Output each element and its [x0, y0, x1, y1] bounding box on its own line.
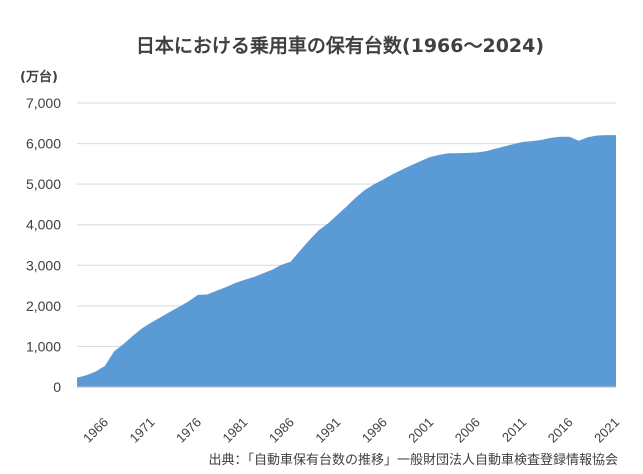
- x-tick-label: 1981: [219, 415, 250, 446]
- x-tick-label: 2001: [405, 415, 436, 446]
- y-tick-label: 3,000: [26, 257, 61, 273]
- y-tick-label: 7,000: [26, 95, 61, 111]
- y-tick-label: 1,000: [26, 338, 61, 354]
- y-tick-label: 0: [53, 379, 61, 395]
- y-tick-label: 4,000: [26, 217, 61, 233]
- y-axis-unit-label: (万台): [20, 69, 58, 85]
- y-tick-label: 2,000: [26, 298, 61, 314]
- y-tick-label: 5,000: [26, 176, 61, 192]
- x-tick-label: 2011: [499, 415, 529, 445]
- x-tick-label: 1976: [173, 415, 204, 446]
- x-tick-label: 1971: [127, 415, 158, 446]
- x-tick-label: 2006: [452, 415, 483, 446]
- y-tick-label: 6,000: [26, 136, 61, 152]
- x-tick-label: 1996: [359, 415, 390, 446]
- x-tick-label: 1991: [312, 415, 343, 446]
- x-tick-label: 2021: [591, 415, 622, 446]
- source-note: 出典：「自動車保有台数の推移」一般財団法人自動車検査登録情報協会: [208, 452, 618, 468]
- x-axis-ticks: 1966 1971 1976 1981 1986 1991 1996 2001 2006 2011…: [80, 415, 622, 446]
- x-tick-label: 2016: [545, 415, 576, 446]
- x-tick-label: 1986: [266, 415, 297, 446]
- chart-title: 日本における乗用車の保有台数(1966～2024): [136, 34, 544, 57]
- x-tick-label: 1966: [80, 415, 111, 446]
- series-area: [77, 135, 616, 387]
- y-axis-ticks: 0 1,000 2,000 3,000 4,000 5,000 6,000 7,000: [26, 95, 61, 395]
